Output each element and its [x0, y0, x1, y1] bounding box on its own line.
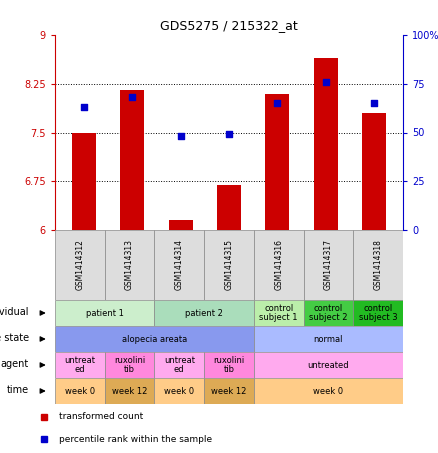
Bar	[105, 352, 155, 378]
Bar	[55, 378, 105, 404]
Text: patient 2: patient 2	[185, 308, 223, 318]
Bar	[55, 230, 105, 300]
Bar	[217, 184, 241, 230]
Bar	[55, 326, 254, 352]
Title: GDS5275 / 215322_at: GDS5275 / 215322_at	[160, 19, 298, 33]
Bar	[155, 230, 204, 300]
Text: patient 1: patient 1	[86, 308, 124, 318]
Bar	[72, 132, 96, 230]
Bar	[362, 113, 386, 230]
Bar	[204, 352, 254, 378]
Text: GSM1414315: GSM1414315	[225, 240, 233, 290]
Bar	[304, 300, 353, 326]
Point	[226, 131, 233, 138]
Text: percentile rank within the sample: percentile rank within the sample	[59, 434, 212, 443]
Point	[371, 100, 378, 107]
Text: GSM1414318: GSM1414318	[374, 240, 383, 290]
Text: time: time	[7, 385, 29, 395]
Text: GSM1414317: GSM1414317	[324, 240, 333, 290]
Bar	[254, 378, 403, 404]
Text: untreat
ed: untreat ed	[164, 356, 195, 374]
Text: transformed count: transformed count	[59, 412, 143, 421]
Bar	[314, 58, 338, 230]
Point	[129, 94, 136, 101]
Point	[177, 133, 184, 140]
Bar	[204, 378, 254, 404]
Bar	[55, 300, 155, 326]
Bar	[105, 230, 155, 300]
Bar	[265, 93, 290, 230]
Text: normal: normal	[314, 334, 343, 343]
Text: week 12: week 12	[112, 386, 147, 395]
Text: week 0: week 0	[65, 386, 95, 395]
Bar	[254, 300, 304, 326]
Bar	[169, 220, 193, 230]
Text: GSM1414312: GSM1414312	[75, 240, 85, 290]
Text: week 12: week 12	[211, 386, 247, 395]
Text: ruxolini
tib: ruxolini tib	[213, 356, 245, 374]
Bar	[55, 352, 105, 378]
Bar	[353, 230, 403, 300]
Bar	[155, 352, 204, 378]
Text: week 0: week 0	[164, 386, 194, 395]
Text: individual: individual	[0, 307, 29, 317]
Bar	[155, 378, 204, 404]
Text: GSM1414313: GSM1414313	[125, 240, 134, 290]
Text: agent: agent	[1, 359, 29, 369]
Text: GSM1414316: GSM1414316	[274, 240, 283, 290]
Bar	[304, 230, 353, 300]
Bar	[254, 326, 403, 352]
Bar	[204, 230, 254, 300]
Text: week 0: week 0	[313, 386, 343, 395]
Point	[274, 100, 281, 107]
Text: alopecia areata: alopecia areata	[122, 334, 187, 343]
Bar	[254, 230, 304, 300]
Bar	[105, 378, 155, 404]
Bar	[155, 300, 254, 326]
Text: untreat
ed: untreat ed	[64, 356, 95, 374]
Text: ruxolini
tib: ruxolini tib	[114, 356, 145, 374]
Text: untreated: untreated	[307, 361, 349, 370]
Bar	[353, 300, 403, 326]
Point	[322, 78, 329, 86]
Text: disease state: disease state	[0, 333, 29, 343]
Bar	[120, 90, 145, 230]
Text: control
subject 1: control subject 1	[259, 304, 298, 323]
Bar	[254, 352, 403, 378]
Text: control
subject 3: control subject 3	[359, 304, 397, 323]
Point	[81, 104, 88, 111]
Text: control
subject 2: control subject 2	[309, 304, 348, 323]
Text: GSM1414314: GSM1414314	[175, 240, 184, 290]
